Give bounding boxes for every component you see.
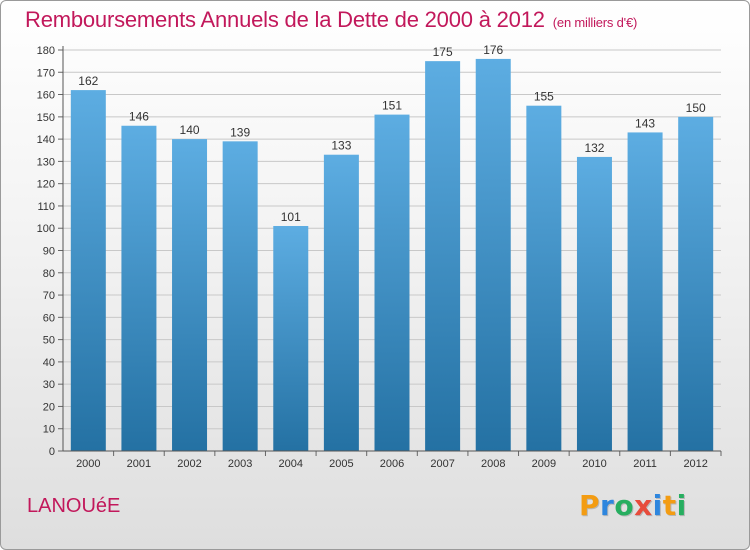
axes: 0 10 20 30 40 50 60 70 80 90 100 110 120 130 140 150 160… <box>37 45 722 470</box>
bars: 162 146 140 139 101 133 151 175 176 155 132 143 150 <box>70 43 714 452</box>
data-label: 139 <box>230 125 250 139</box>
bar <box>323 154 359 451</box>
x-tick-label: 2005 <box>329 458 353 470</box>
bar <box>425 61 461 452</box>
data-label: 132 <box>584 141 604 155</box>
bar <box>526 105 562 451</box>
y-tick-label: 80 <box>43 268 55 280</box>
x-tick-label: 2000 <box>76 458 100 470</box>
data-label: 162 <box>78 74 98 88</box>
bar <box>576 156 612 451</box>
y-tick-label: 90 <box>43 246 55 258</box>
chart-title-text: Remboursements Annuels de la Dette de 20… <box>25 7 545 32</box>
data-label: 150 <box>686 101 706 115</box>
data-label: 151 <box>382 99 402 113</box>
logo-letter: x <box>634 489 653 522</box>
y-tick-label: 130 <box>37 156 55 168</box>
x-tick-label: 2010 <box>582 458 606 470</box>
logo-letter: i <box>652 489 663 522</box>
bar <box>121 125 157 451</box>
y-tick-label: 150 <box>37 112 55 124</box>
bar <box>475 58 511 452</box>
x-tick-label: 2001 <box>127 458 151 470</box>
y-tick-label: 10 <box>43 424 55 436</box>
y-tick-label: 170 <box>37 67 55 79</box>
x-tick-label: 2009 <box>532 458 556 470</box>
data-label: 176 <box>483 43 503 57</box>
data-label: 146 <box>129 110 149 124</box>
logo-letter: t <box>662 489 677 522</box>
y-tick-label: 30 <box>43 379 55 391</box>
y-tick-label: 0 <box>49 446 55 458</box>
bar <box>273 225 309 451</box>
x-tick-label: 2002 <box>177 458 201 470</box>
bar <box>172 139 208 451</box>
bar <box>678 116 714 451</box>
y-tick-label: 100 <box>37 223 55 235</box>
data-label: 140 <box>180 123 200 137</box>
bar <box>374 114 410 451</box>
y-tick-label: 20 <box>43 401 55 413</box>
bar <box>627 132 663 451</box>
bar <box>70 90 106 451</box>
commune-name: LANOUéE <box>27 495 121 517</box>
y-tick-label: 110 <box>37 201 55 213</box>
y-tick-label: 60 <box>43 312 55 324</box>
logo-letter: i <box>676 489 687 522</box>
chart-title: Remboursements Annuels de la Dette de 20… <box>25 7 637 33</box>
y-tick-label: 180 <box>37 45 55 57</box>
y-tick-label: 70 <box>43 290 55 302</box>
x-tick-label: 2007 <box>430 458 454 470</box>
bar <box>222 141 258 452</box>
data-label: 133 <box>331 139 351 153</box>
data-label: 175 <box>433 45 453 59</box>
y-tick-label: 40 <box>43 357 55 369</box>
logo-letter: r <box>600 489 615 522</box>
y-tick-label: 140 <box>37 134 55 146</box>
x-tick-label: 2004 <box>279 458 303 470</box>
logo-letter: P <box>579 489 601 522</box>
x-tick-label: 2012 <box>683 458 707 470</box>
x-tick-label: 2003 <box>228 458 252 470</box>
x-tick-label: 2008 <box>481 458 505 470</box>
y-tick-label: 160 <box>37 90 55 102</box>
logo-letter: o <box>614 489 635 522</box>
y-tick-label: 120 <box>37 179 55 191</box>
x-tick-label: 2011 <box>633 458 657 470</box>
data-label: 101 <box>281 210 301 224</box>
data-label: 155 <box>534 90 554 104</box>
proxiti-logo: Proxiti <box>579 489 687 522</box>
chart-unit: (en milliers d'€) <box>552 15 638 30</box>
x-tick-label: 2006 <box>380 458 404 470</box>
y-tick-label: 50 <box>43 335 55 347</box>
data-label: 143 <box>635 116 655 130</box>
